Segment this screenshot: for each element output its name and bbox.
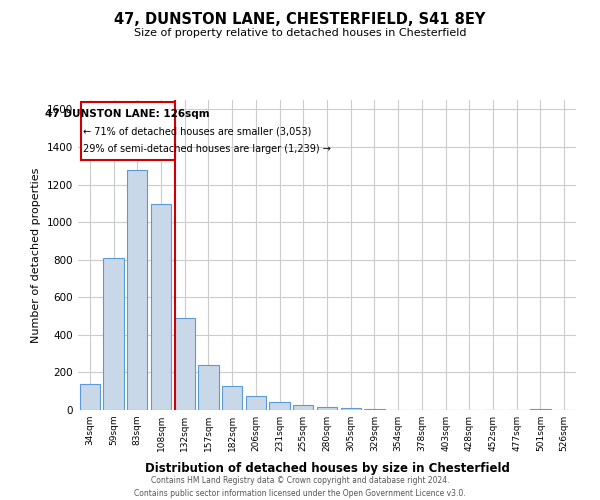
- Bar: [530, 409, 551, 410]
- Bar: [222, 386, 242, 410]
- Bar: [317, 407, 337, 410]
- Bar: [269, 402, 290, 410]
- Bar: [293, 406, 313, 410]
- Bar: [127, 170, 148, 410]
- Text: ← 71% of detached houses are smaller (3,053): ← 71% of detached houses are smaller (3,…: [83, 127, 311, 137]
- Bar: [175, 318, 195, 410]
- Y-axis label: Number of detached properties: Number of detached properties: [31, 168, 41, 342]
- X-axis label: Distribution of detached houses by size in Chesterfield: Distribution of detached houses by size …: [145, 462, 509, 475]
- Text: Contains HM Land Registry data © Crown copyright and database right 2024.
Contai: Contains HM Land Registry data © Crown c…: [134, 476, 466, 498]
- Text: 47 DUNSTON LANE: 126sqm: 47 DUNSTON LANE: 126sqm: [46, 110, 210, 120]
- Bar: [103, 258, 124, 410]
- Text: 47, DUNSTON LANE, CHESTERFIELD, S41 8EY: 47, DUNSTON LANE, CHESTERFIELD, S41 8EY: [115, 12, 485, 28]
- Text: 29% of semi-detached houses are larger (1,239) →: 29% of semi-detached houses are larger (…: [83, 144, 331, 154]
- Bar: [246, 396, 266, 410]
- Bar: [364, 409, 385, 410]
- Bar: [151, 204, 171, 410]
- Text: Size of property relative to detached houses in Chesterfield: Size of property relative to detached ho…: [134, 28, 466, 38]
- Bar: [199, 365, 218, 410]
- Bar: [80, 384, 100, 410]
- Bar: [341, 408, 361, 410]
- Bar: [81, 102, 175, 160]
